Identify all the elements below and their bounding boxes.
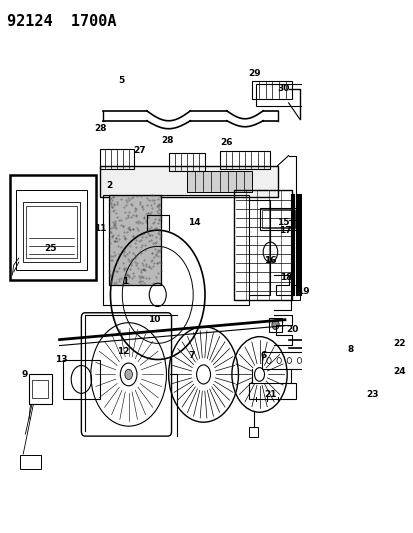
Bar [186, 171, 252, 192]
Text: 28: 28 [94, 124, 106, 133]
Text: 15: 15 [277, 218, 289, 227]
Text: 24: 24 [393, 367, 405, 376]
Text: 13: 13 [55, 355, 68, 364]
Bar [63, 360, 99, 399]
Text: 12: 12 [117, 347, 130, 356]
Bar [26, 206, 77, 258]
Text: 17: 17 [278, 225, 291, 235]
Text: 18: 18 [280, 273, 292, 282]
Text: 19: 19 [296, 287, 309, 296]
Bar [23, 203, 80, 262]
Text: 29: 29 [247, 69, 260, 77]
Text: 7: 7 [188, 351, 195, 360]
Bar [249, 427, 257, 437]
Bar [10, 175, 96, 280]
Text: 26: 26 [220, 138, 233, 147]
Text: 5: 5 [118, 76, 124, 85]
Text: 14: 14 [188, 218, 200, 227]
Bar [32, 381, 48, 398]
Circle shape [271, 320, 278, 330]
Text: 27: 27 [133, 146, 145, 155]
Bar [16, 190, 87, 270]
Text: 10: 10 [147, 315, 160, 324]
Text: 2: 2 [106, 181, 112, 190]
Text: 20: 20 [285, 325, 298, 334]
Bar [248, 383, 295, 399]
Bar [168, 152, 204, 171]
Bar [261, 211, 294, 228]
Bar [268, 318, 281, 332]
Bar [261, 352, 308, 369]
Text: 23: 23 [365, 390, 377, 399]
Bar [379, 342, 390, 353]
Bar [109, 196, 161, 285]
Text: 25: 25 [45, 244, 57, 253]
Bar [103, 196, 248, 305]
Bar [252, 81, 292, 99]
Text: 6: 6 [259, 351, 266, 360]
Bar [99, 166, 277, 197]
Bar [259, 208, 297, 230]
Text: 8: 8 [347, 345, 353, 354]
Text: 11: 11 [94, 224, 106, 233]
Bar [29, 375, 52, 404]
Text: 1: 1 [121, 277, 128, 286]
Text: 9: 9 [21, 370, 28, 379]
Text: 16: 16 [263, 255, 276, 264]
Bar [99, 149, 134, 168]
Bar [290, 285, 299, 300]
Text: 30: 30 [277, 84, 289, 93]
Bar [20, 455, 40, 469]
Text: 22: 22 [393, 339, 405, 348]
Bar [219, 151, 270, 168]
Text: 21: 21 [263, 390, 276, 399]
Bar [255, 84, 302, 106]
Bar [233, 190, 292, 300]
Text: 28: 28 [161, 136, 173, 145]
Circle shape [125, 369, 132, 379]
Text: 92124  1700A: 92124 1700A [7, 14, 116, 29]
